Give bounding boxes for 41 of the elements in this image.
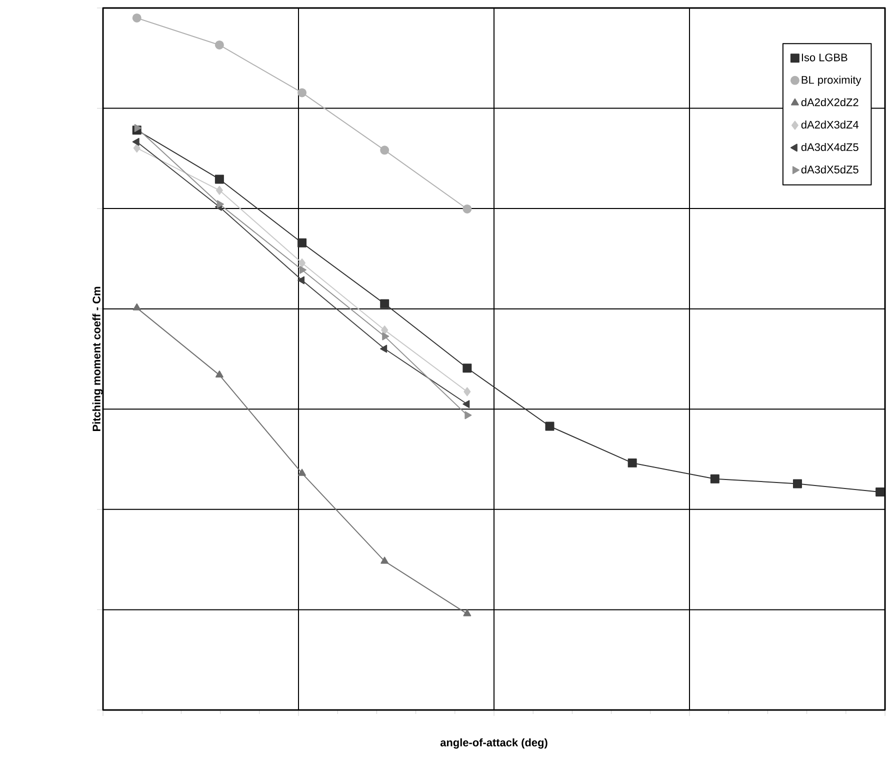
point — [381, 326, 388, 335]
point — [380, 556, 389, 564]
point — [462, 204, 472, 214]
point — [216, 186, 223, 195]
point — [214, 40, 224, 50]
legend-label: dA2dX2dZ2 — [801, 98, 858, 106]
point — [215, 370, 224, 378]
legend-label: Iso LGBB — [802, 54, 848, 62]
legend-label: dA3dX4dZ5 — [801, 142, 858, 152]
legend-label: dA2dX3dZ4 — [801, 120, 858, 129]
point — [214, 174, 224, 184]
point — [792, 479, 802, 488]
x-axis-title: angle-of-attack (deg) — [440, 738, 548, 749]
point — [298, 468, 306, 476]
point — [464, 411, 472, 420]
point — [628, 458, 637, 468]
point — [876, 488, 885, 497]
point — [380, 299, 390, 308]
y-axis-title: Pitching moment coeff - Cm — [92, 286, 103, 432]
point — [300, 266, 307, 274]
legend-label: BL proximity — [802, 76, 862, 86]
point — [380, 146, 390, 155]
point — [463, 609, 472, 616]
point — [710, 474, 720, 484]
point — [545, 422, 554, 431]
point — [464, 387, 471, 396]
legend-label: dA3dX5dZ5 — [801, 165, 858, 174]
point — [382, 332, 390, 340]
point — [298, 238, 307, 248]
point — [380, 344, 388, 353]
point — [462, 400, 470, 408]
point — [298, 258, 306, 268]
point — [462, 364, 472, 373]
point — [134, 124, 142, 132]
point — [298, 276, 305, 284]
point — [216, 200, 224, 208]
point — [298, 88, 307, 98]
point — [133, 144, 140, 153]
point — [132, 138, 140, 146]
point — [132, 303, 141, 310]
point — [132, 13, 142, 22]
